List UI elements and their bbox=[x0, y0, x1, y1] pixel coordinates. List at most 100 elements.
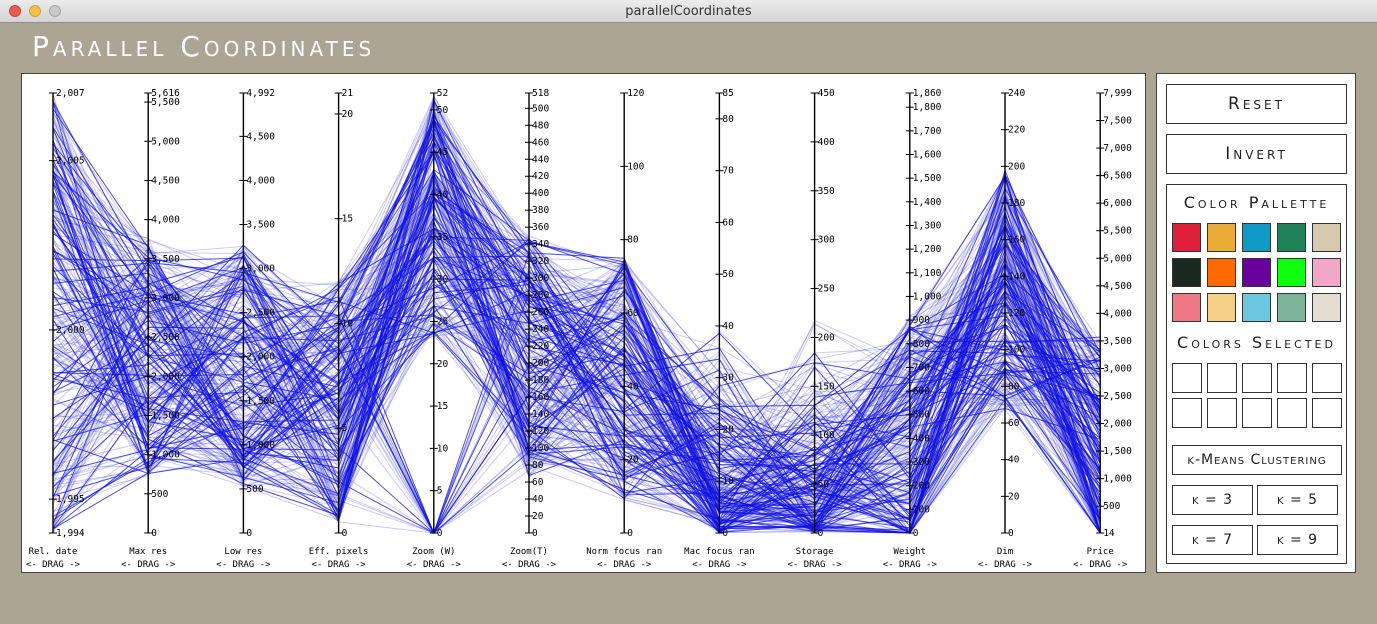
axis-norm-focus-ran[interactable]: 120 100 80 60 40 20 0 Norm focus ran <- DRAG -> bbox=[586, 88, 662, 570]
axis-rel-date[interactable]: 2,007 2,005 2,000 1,995 1,994 Rel. date <- DRA… bbox=[26, 88, 85, 570]
color-swatch[interactable] bbox=[1172, 258, 1201, 287]
data-polyline bbox=[52, 203, 1101, 523]
axis-label: Storage bbox=[796, 547, 834, 557]
tick-label: 2,500 bbox=[246, 308, 275, 319]
color-swatch[interactable] bbox=[1277, 258, 1306, 287]
axis-storage[interactable]: 450 400 350 300 250 200 150 100 50 0 Storage <- DRA… bbox=[788, 88, 843, 570]
data-polyline bbox=[52, 180, 1101, 534]
k5-button[interactable]: k = 5 bbox=[1257, 485, 1338, 515]
tick-label: 200 bbox=[1008, 161, 1025, 172]
axis-drag-handle[interactable]: <- DRAG -> bbox=[978, 560, 1033, 570]
data-polyline bbox=[52, 187, 1101, 534]
tick-label: 80 bbox=[722, 114, 734, 125]
axis-drag-handle[interactable]: <- DRAG -> bbox=[502, 560, 557, 570]
tick-label: 4,500 bbox=[151, 175, 180, 186]
axis-label: Eff. pixels bbox=[309, 547, 369, 557]
data-polyline bbox=[52, 174, 1101, 517]
invert-button[interactable]: Invert bbox=[1166, 134, 1347, 174]
data-polyline bbox=[52, 143, 1101, 534]
tick-label: 500 bbox=[1103, 501, 1120, 512]
tick-label: 200 bbox=[532, 358, 549, 369]
data-polyline bbox=[52, 228, 1101, 522]
color-swatch[interactable] bbox=[1277, 293, 1306, 322]
parallel-coordinates-plot[interactable]: 2,007 2,005 2,000 1,995 1,994 Rel. date <- DRA… bbox=[21, 73, 1146, 573]
k7-button[interactable]: k = 7 bbox=[1172, 525, 1253, 555]
color-swatch[interactable] bbox=[1242, 223, 1271, 252]
reset-button[interactable]: Reset bbox=[1166, 84, 1347, 124]
tick-label: 3,500 bbox=[151, 254, 180, 265]
data-polyline bbox=[52, 155, 1101, 506]
zoom-window-button[interactable] bbox=[49, 5, 61, 17]
axis-drag-handle[interactable]: <- DRAG -> bbox=[597, 560, 652, 570]
data-polyline bbox=[52, 214, 1101, 505]
tick-label: 45 bbox=[437, 147, 448, 158]
data-polyline bbox=[52, 108, 1101, 535]
axis-drag-handle[interactable]: <- DRAG -> bbox=[312, 560, 367, 570]
data-polyline bbox=[52, 264, 1101, 534]
color-swatch[interactable] bbox=[1172, 293, 1201, 322]
close-window-button[interactable] bbox=[9, 5, 21, 17]
color-swatch[interactable] bbox=[1312, 223, 1341, 252]
tick-label: 5,500 bbox=[1103, 226, 1132, 237]
app-title: Parallel Coordinates bbox=[32, 30, 376, 63]
axis-price[interactable]: 7,999 7,500 7,000 6,500 6,000 5,500 5,000 4,500… bbox=[1073, 88, 1132, 570]
tick-label: 7,999 bbox=[1103, 88, 1132, 99]
axis-low-res[interactable]: 4,992 4,500 4,000 3,500 3,000 2,500 2,000 1,500… bbox=[216, 88, 275, 570]
axis-drag-handle[interactable]: <- DRAG -> bbox=[407, 560, 462, 570]
tick-label: 1,860 bbox=[913, 88, 942, 99]
minimize-window-button[interactable] bbox=[29, 5, 41, 17]
color-swatch[interactable] bbox=[1172, 223, 1201, 252]
color-swatch[interactable] bbox=[1207, 293, 1236, 322]
tick-label: 4,500 bbox=[1103, 281, 1132, 292]
tick-label: 1,000 bbox=[151, 450, 180, 461]
color-swatch[interactable] bbox=[1207, 223, 1236, 252]
k9-button[interactable]: k = 9 bbox=[1257, 525, 1338, 555]
color-swatch[interactable] bbox=[1312, 258, 1341, 287]
tick-label: 300 bbox=[913, 457, 930, 468]
axis-drag-handle[interactable]: <- DRAG -> bbox=[692, 560, 747, 570]
axis-eff-pixels[interactable]: 21 20 15 10 5 0 Eff. pixels <- DRAG -> bbox=[309, 88, 369, 570]
tick-label: 100 bbox=[627, 161, 644, 172]
data-polyline bbox=[52, 112, 1101, 466]
tick-label: 10 bbox=[722, 476, 734, 487]
axis-zoom-t-[interactable]: 5185004804604404204003803603403203002802… bbox=[502, 88, 557, 570]
k3-button[interactable]: k = 3 bbox=[1172, 485, 1253, 515]
data-polyline bbox=[52, 197, 1101, 493]
tick-label: 50 bbox=[437, 105, 449, 116]
tick-label: 4,000 bbox=[1103, 308, 1132, 319]
axis-drag-handle[interactable]: <- DRAG -> bbox=[788, 560, 843, 570]
axis-drag-handle[interactable]: <- DRAG -> bbox=[216, 560, 271, 570]
color-swatch[interactable] bbox=[1277, 223, 1306, 252]
axis-weight[interactable]: 1,860 1,800 1,700 1,600 1,500 1,400 1,300 1,200… bbox=[883, 88, 942, 570]
color-swatch[interactable] bbox=[1207, 258, 1236, 287]
color-swatch[interactable] bbox=[1242, 258, 1271, 287]
plot-canvas[interactable]: 2,007 2,005 2,000 1,995 1,994 Rel. date <- DRA… bbox=[22, 74, 1145, 572]
data-polyline bbox=[52, 120, 1101, 522]
color-swatch[interactable] bbox=[1312, 293, 1341, 322]
axis-drag-handle[interactable]: <- DRAG -> bbox=[883, 560, 938, 570]
data-polyline bbox=[52, 227, 1101, 534]
axis-mac-focus-ran[interactable]: 85 80 70 60 50 40 30 20 10 0 Mac focus ran <- DRAG … bbox=[684, 88, 754, 570]
data-polyline bbox=[52, 117, 1101, 530]
kmeans-clustering-button[interactable]: k-Means Clustering bbox=[1172, 445, 1342, 475]
color-swatch[interactable] bbox=[1242, 293, 1271, 322]
data-polyline bbox=[52, 164, 1101, 473]
tick-label: 360 bbox=[532, 222, 549, 233]
axis-drag-handle[interactable]: <- DRAG -> bbox=[121, 560, 176, 570]
data-polyline bbox=[52, 234, 1101, 534]
data-polyline bbox=[52, 195, 1101, 494]
axis-drag-handle[interactable]: <- DRAG -> bbox=[1073, 560, 1128, 570]
data-polyline bbox=[52, 191, 1101, 533]
data-polyline bbox=[52, 199, 1101, 521]
data-polyline bbox=[52, 94, 1101, 523]
tick-label: 1,500 bbox=[246, 396, 275, 407]
data-polyline bbox=[52, 173, 1101, 534]
axis-drag-handle[interactable]: <- DRAG -> bbox=[26, 560, 81, 570]
tick-label: 460 bbox=[532, 137, 549, 148]
tick-label: 3,000 bbox=[1103, 363, 1132, 374]
tick-label: 5,000 bbox=[151, 136, 180, 147]
tick-label: 3,000 bbox=[151, 293, 180, 304]
